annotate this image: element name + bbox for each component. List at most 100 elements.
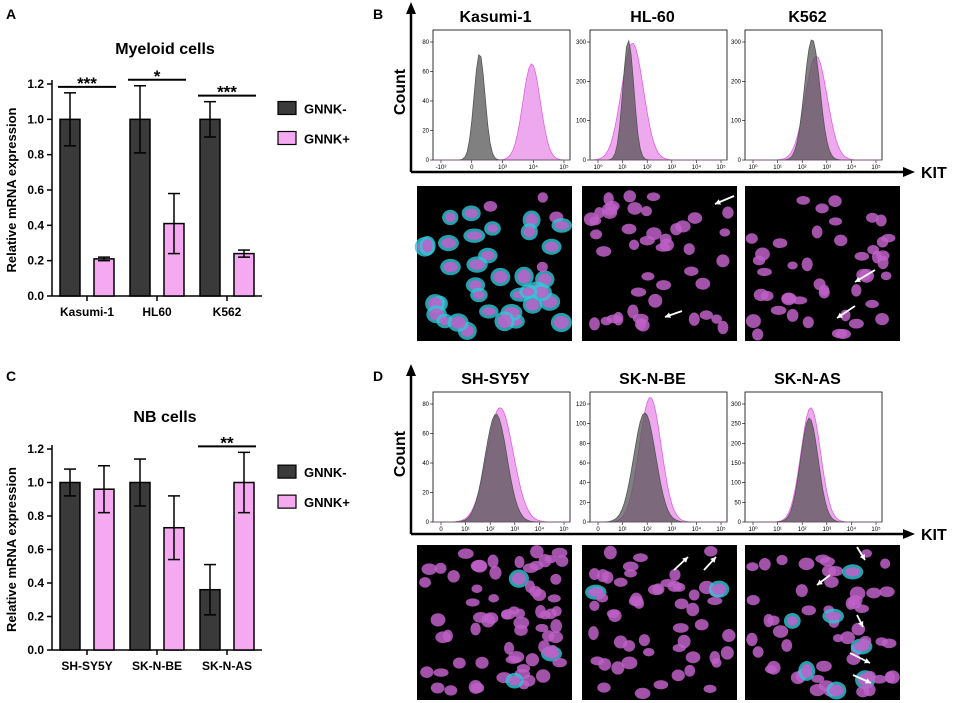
flow-x-tick-label: 10² — [643, 165, 652, 171]
arrow-marker-head — [682, 557, 688, 563]
cell-nucleus — [796, 196, 811, 205]
flow-y-tick-label: 20 — [422, 129, 429, 135]
cell-nucleus — [514, 624, 528, 636]
cell-nucleus — [753, 288, 769, 302]
cell-nucleus — [537, 192, 548, 203]
flow-x-tick-label: 10³ — [498, 165, 507, 171]
cell-nucleus — [746, 562, 759, 572]
cell-nucleus — [752, 646, 764, 658]
x-tick-label: HL60 — [142, 305, 172, 319]
flow-y-tick-label: 60 — [579, 461, 586, 467]
flow-x-tick-label: 10¹ — [773, 165, 782, 171]
flow-x-tick-label: -10³ — [436, 165, 447, 171]
cell-nucleus — [671, 669, 685, 682]
flow-x-tick-label: 10² — [486, 527, 495, 533]
kit-axis-label: KIT — [921, 165, 947, 182]
flow-y-tick-label: 100 — [731, 119, 742, 125]
cell-nucleus — [845, 597, 856, 610]
flow-x-tick-label: 10³ — [667, 527, 676, 533]
x-tick-label: SK-N-AS — [202, 659, 252, 673]
cell-nucleus — [483, 200, 498, 212]
cell-nucleus — [688, 589, 700, 601]
cell-nucleus — [688, 312, 700, 326]
significance-label: *** — [217, 83, 237, 102]
flow-x-tick-label: 10³ — [822, 165, 831, 171]
cell-nucleus — [787, 261, 798, 270]
cell-nucleus — [464, 208, 478, 219]
flow-x-tick-label: 10² — [643, 527, 652, 533]
cell-nucleus — [683, 243, 695, 255]
cell-nucleus — [844, 567, 861, 577]
flow-y-tick-label: 80 — [422, 40, 429, 46]
cell-nucleus — [470, 622, 481, 636]
y-tick-label: 0.4 — [27, 576, 44, 590]
cell-nucleus — [669, 568, 681, 581]
cell-nucleus — [746, 594, 760, 606]
cell-line-title: SK-N-BE — [619, 371, 686, 388]
cell-nucleus — [547, 594, 561, 603]
flow-y-tick-label: 40 — [422, 99, 429, 105]
cell-nucleus — [816, 660, 832, 672]
cell-nucleus — [871, 674, 887, 684]
cell-nucleus — [711, 314, 722, 324]
cell-nucleus — [884, 671, 895, 684]
arrow-marker-head — [859, 554, 865, 560]
flow-y-tick-label: 100 — [731, 481, 742, 487]
cell-nucleus — [529, 560, 544, 571]
cell-nucleus — [851, 284, 862, 297]
cell-nucleus — [525, 298, 540, 311]
cell-nucleus — [865, 212, 879, 223]
cell-nucleus — [608, 609, 622, 622]
arrow-marker-head — [817, 579, 823, 585]
flow-y-tick-label: 300 — [576, 40, 587, 46]
cell-nucleus — [605, 200, 620, 212]
cell-nucleus — [633, 553, 648, 563]
arrow-marker-head — [710, 557, 716, 563]
cell-nucleus — [613, 577, 628, 587]
cell-nucleus — [699, 310, 713, 320]
flow-y-tick-label: 50 — [734, 500, 741, 506]
cell-nucleus — [866, 587, 882, 599]
cell-nucleus — [422, 238, 433, 253]
legend-label: GNNK- — [304, 102, 347, 117]
cell-nucleus — [801, 257, 813, 272]
count-axis-arrowhead — [406, 364, 416, 376]
cell-nucleus — [511, 572, 526, 585]
cell-nucleus — [596, 593, 609, 603]
flow-x-tick-label: 10⁴ — [535, 526, 545, 533]
cell-nucleus — [824, 576, 839, 588]
cell-nucleus — [598, 658, 612, 671]
cell-nucleus — [859, 635, 872, 647]
cell-nucleus — [473, 612, 489, 623]
cell-nucleus — [421, 563, 437, 575]
cell-nucleus — [554, 221, 569, 230]
cell-line-title: K562 — [788, 9, 826, 26]
cell-nucleus — [638, 634, 650, 647]
y-tick-label: 1.0 — [27, 476, 44, 490]
cell-nucleus — [550, 573, 562, 585]
cell-nucleus — [840, 631, 855, 645]
kit-axis-arrowhead — [903, 167, 915, 177]
histogram-gnnk-minus — [433, 54, 570, 161]
flow-x-tick-label: 10¹ — [618, 165, 627, 171]
arrow-marker-head — [855, 276, 861, 282]
cell-nucleus — [544, 241, 559, 252]
cell-nucleus — [525, 653, 540, 667]
cell-nucleus — [659, 238, 674, 252]
cell-nucleus — [552, 657, 567, 668]
y-tick-label: 0.0 — [27, 643, 44, 657]
cell-nucleus — [648, 293, 663, 308]
cell-nucleus — [832, 634, 844, 643]
cell-nucleus — [535, 604, 546, 619]
cell-nucleus — [717, 320, 729, 335]
cell-nucleus — [703, 684, 717, 694]
cell-nucleus — [711, 583, 727, 595]
panel-letter-d: D — [373, 368, 384, 384]
cell-nucleus — [430, 682, 445, 694]
cell-nucleus — [473, 290, 485, 300]
cell-nucleus — [514, 608, 526, 619]
cell-nucleus — [758, 558, 771, 571]
flow-y-tick-label: 0 — [738, 158, 742, 164]
cell-nucleus — [835, 329, 851, 339]
panel-letter-a: A — [6, 6, 17, 22]
